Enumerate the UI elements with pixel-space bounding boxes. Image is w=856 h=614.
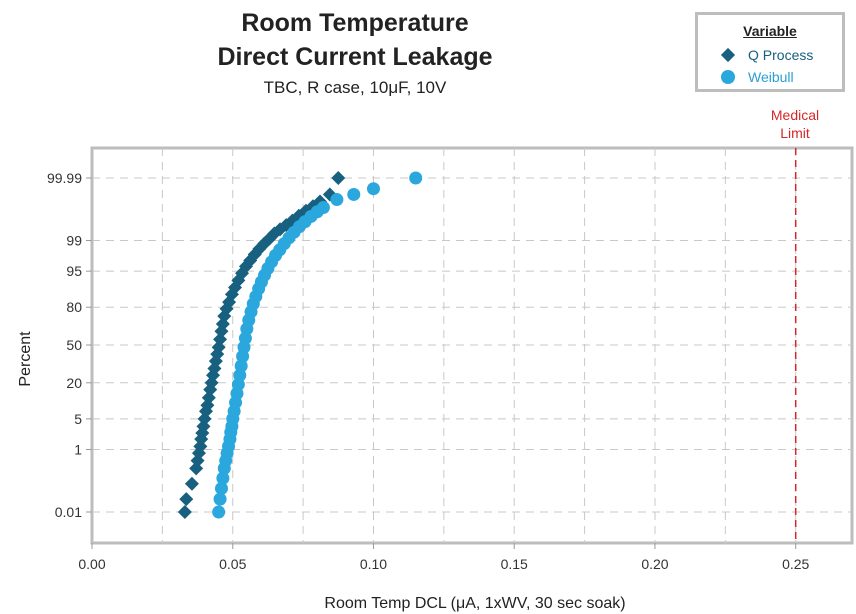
weibull-point xyxy=(330,193,344,207)
x-tick-label: 0.20 xyxy=(641,556,668,572)
weibull-point xyxy=(316,201,330,215)
y-tick-label: 0.01 xyxy=(55,504,82,520)
x-axis-label: Room Temp DCL (μA, 1xWV, 30 sec soak) xyxy=(324,595,626,612)
q-process-point xyxy=(184,476,199,491)
chart-title-line-2: Direct Current Leakage xyxy=(217,43,493,71)
legend: Variable Q Process Weibull xyxy=(695,12,845,92)
x-tick-label: 0.00 xyxy=(78,556,105,572)
circle-marker-icon xyxy=(721,70,735,84)
q-process-point xyxy=(331,171,346,185)
q-process-point xyxy=(177,505,192,519)
weibull-point xyxy=(234,359,248,373)
x-tick-label: 0.10 xyxy=(360,556,387,572)
medical-limit-label-line-2: Limit xyxy=(780,125,810,141)
legend-label-q-process: Q Process xyxy=(748,47,814,63)
chart-subtitle: TBC, R case, 10μF, 10V xyxy=(263,78,447,97)
medical-limit-label-line-1: Medical xyxy=(770,107,820,123)
weibull-point xyxy=(213,492,227,506)
x-tick-label: 0.15 xyxy=(501,556,528,572)
y-tick-label: 5 xyxy=(74,411,82,427)
chart-title-line-1: Room Temperature xyxy=(241,9,469,37)
weibull-point xyxy=(409,171,423,185)
weibull-point xyxy=(212,505,226,519)
y-tick-label: 20 xyxy=(66,375,82,391)
y-tick-label: 99 xyxy=(66,233,82,249)
y-tick-label: 95 xyxy=(66,263,82,279)
weibull-point xyxy=(347,187,361,201)
y-tick-label: 80 xyxy=(66,299,82,315)
weibull-point xyxy=(214,481,228,495)
weibull-point xyxy=(216,471,230,485)
x-tick-label: 0.05 xyxy=(219,556,246,572)
legend-label-weibull: Weibull xyxy=(748,69,794,85)
q-process-point xyxy=(179,492,194,507)
y-tick-label: 50 xyxy=(66,337,82,353)
legend-title: Variable xyxy=(743,23,797,39)
y-tick-label: 1 xyxy=(74,441,82,457)
weibull-point xyxy=(366,182,380,196)
x-tick-label: 0.25 xyxy=(782,556,809,572)
y-tick-label: 99.99 xyxy=(47,170,82,186)
